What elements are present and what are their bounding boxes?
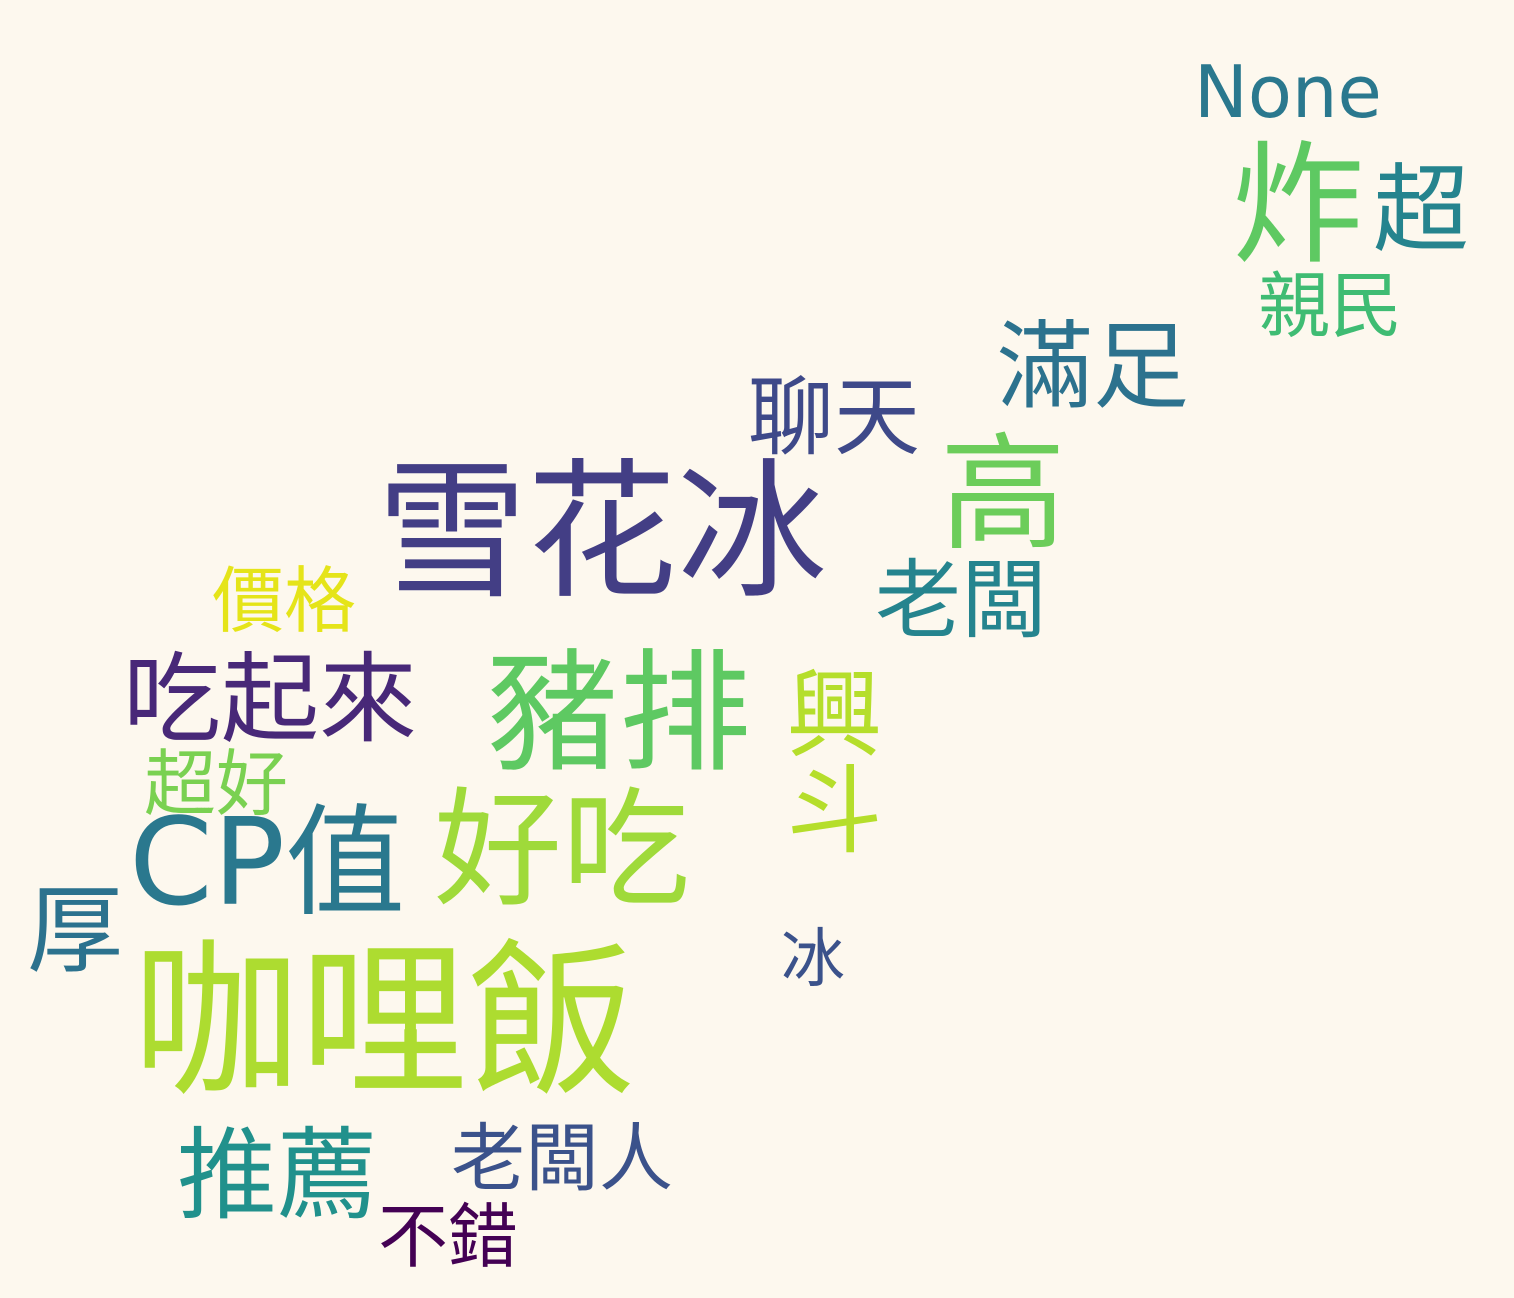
word-curry-rice: 咖哩飯 [132, 924, 636, 1120]
word-xuehuabing: 雪花冰 [377, 446, 828, 620]
word-affordable: 親民 [1258, 264, 1403, 348]
word-thick: 厚 [27, 875, 123, 987]
word-none: None [1194, 50, 1382, 134]
word-vertical: 興斗 [770, 664, 882, 856]
word-pork-chop: 豬排 [487, 637, 751, 791]
word-ice: 冰 [781, 923, 845, 997]
word-fried: 炸 [1232, 129, 1364, 283]
word-cp-value: CP值 [129, 794, 406, 933]
word-taste: 吃起來 [123, 643, 418, 757]
word-super: 超 [1373, 154, 1469, 266]
word-satisfied: 滿足 [997, 311, 1189, 423]
word-price: 價格 [212, 559, 357, 643]
word-super-good: 超好 [144, 742, 289, 826]
word-boss: 老闆 [875, 551, 1047, 651]
word-chat: 聊天 [748, 368, 920, 468]
word-boss-person: 老闆人 [451, 1116, 673, 1202]
word-high: 高 [940, 421, 1066, 568]
word-not-bad: 不錯 [378, 1196, 518, 1278]
word-delicious: 好吃 [434, 776, 691, 925]
word-recommend: 推薦 [177, 1117, 377, 1234]
